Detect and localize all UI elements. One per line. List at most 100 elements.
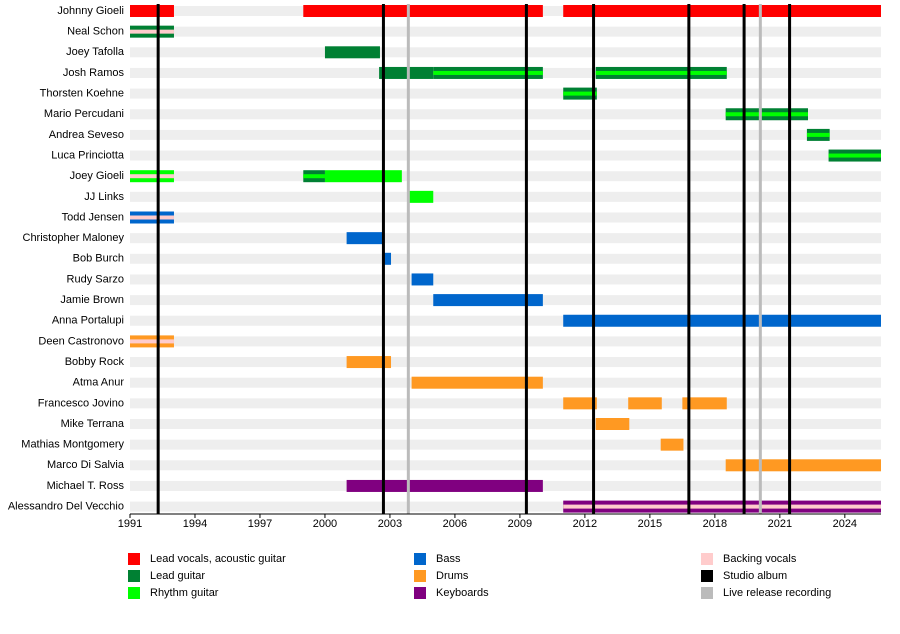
legend-label: Keyboards bbox=[436, 587, 489, 599]
secondary-role-stripe bbox=[828, 153, 881, 158]
row-stripe bbox=[130, 233, 881, 244]
row-stripe bbox=[130, 460, 881, 471]
row-stripe bbox=[130, 336, 881, 347]
legend-swatch bbox=[414, 587, 426, 599]
row-stripe bbox=[130, 109, 881, 120]
row-stripe bbox=[130, 357, 881, 368]
member-name: Mario Percudani bbox=[44, 108, 124, 120]
member-name: Josh Ramos bbox=[63, 67, 125, 79]
member-name: Andrea Seveso bbox=[49, 129, 124, 141]
tenure-bar bbox=[379, 66, 434, 79]
tenure-bar bbox=[303, 5, 543, 17]
member-name: Joey Gioeli bbox=[70, 170, 124, 182]
secondary-role-stripe bbox=[806, 132, 830, 137]
row-stripe bbox=[130, 439, 881, 450]
x-tick-label: 2003 bbox=[378, 518, 402, 530]
tenure-bar bbox=[346, 356, 392, 369]
tenure-bar bbox=[409, 190, 434, 203]
legend-swatch bbox=[701, 553, 713, 565]
member-name: JJ Links bbox=[84, 191, 124, 203]
member-name: Michael T. Ross bbox=[47, 480, 125, 492]
row-stripe bbox=[130, 253, 881, 264]
tenure-bar bbox=[324, 46, 380, 59]
tenure-bar bbox=[725, 459, 881, 472]
tenure-bar bbox=[433, 294, 543, 307]
legend-label: Studio album bbox=[723, 570, 787, 582]
member-name: Deen Castronovo bbox=[38, 335, 124, 347]
x-tick-label: 2000 bbox=[313, 518, 337, 530]
legend-swatch bbox=[701, 570, 713, 582]
member-name: Thorsten Koehne bbox=[40, 88, 124, 100]
secondary-role-stripe bbox=[130, 29, 174, 34]
tenure-bar bbox=[628, 397, 662, 410]
x-tick-label: 2024 bbox=[833, 518, 857, 530]
row-stripe bbox=[130, 315, 881, 326]
legend-label: Bass bbox=[436, 553, 461, 565]
row-stripe bbox=[130, 419, 881, 429]
x-tick-label: 1991 bbox=[118, 518, 142, 530]
legend-swatch bbox=[128, 553, 140, 565]
x-tick-label: 2009 bbox=[508, 518, 532, 530]
row-stripe bbox=[130, 47, 881, 58]
member-name: Atma Anur bbox=[73, 377, 125, 389]
row-stripe bbox=[130, 26, 881, 37]
tenure-bar bbox=[411, 376, 543, 389]
member-name: Luca Princiotta bbox=[51, 149, 125, 161]
x-tick-label: 2021 bbox=[768, 518, 792, 530]
member-name: Todd Jensen bbox=[62, 211, 124, 223]
legend-swatch bbox=[414, 570, 426, 582]
secondary-role-stripe bbox=[725, 112, 809, 117]
member-name: Neal Schon bbox=[67, 26, 124, 38]
x-tick-label: 1997 bbox=[248, 518, 272, 530]
row-stripe bbox=[130, 212, 881, 223]
legend-label: Lead vocals, acoustic guitar bbox=[150, 553, 286, 565]
tenure-bar bbox=[563, 397, 597, 410]
x-tick-label: 1994 bbox=[183, 518, 207, 530]
member-name: Rudy Sarzo bbox=[67, 273, 124, 285]
x-tick-label: 2006 bbox=[443, 518, 467, 530]
legend-swatch bbox=[128, 587, 140, 599]
row-stripe bbox=[130, 171, 881, 182]
member-name: Bobby Rock bbox=[65, 356, 125, 368]
member-name: Johnny Gioeli bbox=[57, 5, 124, 17]
member-name: Alessandro Del Vecchio bbox=[8, 501, 124, 513]
x-tick-label: 2012 bbox=[573, 518, 597, 530]
secondary-role-stripe bbox=[595, 70, 727, 75]
tenure-bar bbox=[346, 479, 543, 492]
legend-swatch bbox=[128, 570, 140, 582]
secondary-role-stripe bbox=[130, 174, 174, 179]
tenure-bar bbox=[324, 170, 402, 183]
member-name: Joey Tafolla bbox=[66, 46, 125, 58]
member-name: Christopher Maloney bbox=[23, 232, 125, 244]
x-tick-label: 2015 bbox=[638, 518, 662, 530]
tenure-bar bbox=[346, 232, 385, 245]
legend-label: Lead guitar bbox=[150, 570, 205, 582]
row-stripe bbox=[130, 398, 881, 409]
secondary-role-stripe bbox=[130, 339, 174, 344]
tenure-bar bbox=[595, 418, 630, 430]
member-name: Anna Portalupi bbox=[52, 315, 124, 327]
member-name: Bob Burch bbox=[73, 253, 124, 265]
secondary-role-stripe bbox=[563, 504, 881, 509]
secondary-role-stripe bbox=[303, 174, 325, 179]
member-name: Francesco Jovino bbox=[38, 397, 124, 409]
tenure-bar bbox=[563, 5, 881, 17]
row-stripe bbox=[130, 129, 881, 140]
secondary-role-stripe bbox=[433, 70, 543, 75]
tenure-bar bbox=[682, 397, 727, 410]
row-stripe bbox=[130, 501, 881, 512]
row-stripe bbox=[130, 88, 881, 99]
secondary-role-stripe bbox=[563, 91, 597, 96]
x-tick-label: 2018 bbox=[703, 518, 727, 530]
member-name: Marco Di Salvia bbox=[47, 459, 125, 471]
row-stripe bbox=[130, 274, 881, 285]
tenure-bar bbox=[411, 273, 434, 286]
tenure-bar bbox=[384, 252, 392, 265]
tenure-bar bbox=[563, 314, 881, 327]
legend-label: Drums bbox=[436, 570, 469, 582]
member-name: Mathias Montgomery bbox=[21, 439, 124, 451]
tenure-bar bbox=[130, 5, 174, 17]
secondary-role-stripe bbox=[130, 215, 174, 220]
legend-label: Live release recording bbox=[723, 587, 831, 599]
